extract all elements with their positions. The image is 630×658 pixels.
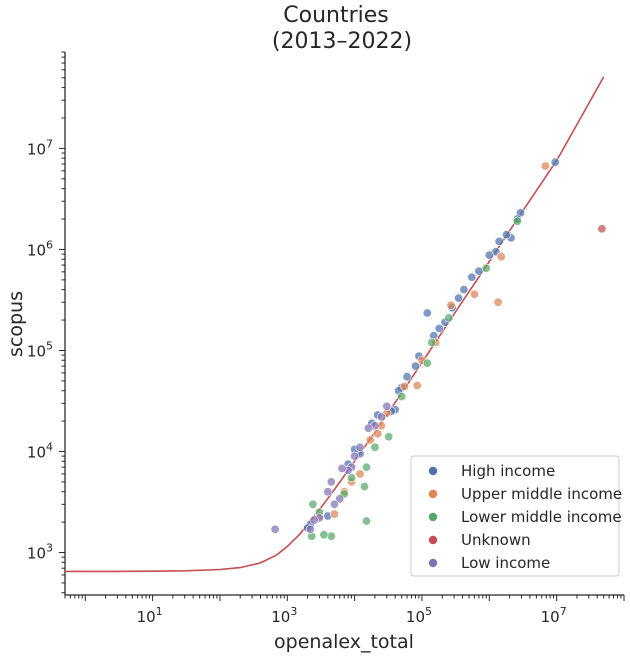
data-point — [382, 401, 392, 411]
legend-label: Unknown — [461, 531, 531, 549]
data-point — [323, 487, 333, 497]
data-point — [355, 442, 365, 452]
data-point — [397, 391, 407, 401]
x-tick-label: 103 — [271, 605, 297, 626]
data-point — [597, 224, 607, 234]
y-ticks: 103 104 105 106 107 — [27, 137, 53, 562]
data-point — [335, 494, 345, 504]
data-point — [399, 381, 409, 391]
data-point — [467, 272, 477, 282]
x-tick-label: 107 — [541, 605, 567, 626]
data-point — [540, 161, 550, 171]
legend-marker — [428, 512, 438, 522]
data-point — [410, 361, 420, 371]
data-point — [305, 524, 315, 534]
data-point — [454, 293, 464, 303]
data-point — [326, 477, 336, 487]
legend-marker — [428, 535, 438, 545]
data-point — [484, 250, 494, 260]
data-point — [326, 531, 336, 541]
y-tick-label: 104 — [27, 441, 53, 462]
data-point — [347, 473, 357, 483]
y-tick-label: 103 — [27, 542, 53, 563]
minor-ticks — [59, 51, 625, 601]
data-point — [270, 524, 280, 534]
data-point — [319, 530, 329, 540]
data-point — [361, 516, 371, 526]
data-point — [350, 451, 360, 461]
data-point — [376, 412, 386, 422]
data-point — [493, 297, 503, 307]
data-point — [359, 481, 369, 491]
data-point — [422, 308, 432, 318]
legend-label: High income — [461, 462, 555, 480]
data-point — [370, 442, 380, 452]
data-point — [427, 337, 437, 347]
data-point — [337, 463, 347, 473]
data-point — [355, 469, 365, 479]
chart-title-line-1: Countries — [283, 3, 389, 28]
legend-label: Upper middle income — [461, 485, 622, 503]
data-point — [459, 285, 469, 295]
x-ticks: 101 103 105 107 — [137, 605, 567, 626]
data-point — [434, 323, 444, 333]
x-axis-label: openalex_total — [274, 631, 414, 653]
data-point — [501, 230, 511, 240]
data-point — [422, 358, 432, 368]
data-point — [446, 300, 456, 310]
data-point — [363, 423, 373, 433]
x-tick-label: 101 — [137, 605, 163, 626]
legend-marker — [428, 466, 438, 476]
data-point — [481, 263, 491, 273]
plot-area — [65, 76, 607, 573]
legend-label: Lower middle income — [461, 508, 622, 526]
y-tick-label: 107 — [27, 137, 53, 158]
y-tick-label: 106 — [27, 238, 53, 259]
data-point — [412, 380, 422, 390]
data-point — [329, 509, 339, 519]
data-point — [496, 252, 506, 262]
y-tick-label: 105 — [27, 339, 53, 360]
legend-marker — [428, 489, 438, 499]
data-point — [550, 157, 560, 167]
scatter-points — [270, 157, 607, 541]
data-point — [494, 236, 504, 246]
y-axis-label: scopus — [5, 291, 27, 357]
x-tick-label: 105 — [406, 605, 432, 626]
data-point — [469, 289, 479, 299]
data-point — [444, 313, 454, 323]
legend: High income Upper middle income Lower midd… — [410, 455, 622, 577]
data-point — [384, 432, 394, 442]
legend-marker — [428, 558, 438, 568]
data-point — [402, 372, 412, 382]
data-point — [365, 435, 375, 445]
chart-title-line-2: (2013–2022) — [272, 29, 412, 54]
data-point — [361, 462, 371, 472]
data-point — [512, 216, 522, 226]
data-point — [373, 429, 383, 439]
data-point — [308, 499, 318, 509]
data-point — [309, 515, 319, 525]
legend-box — [410, 455, 620, 577]
data-point — [329, 499, 339, 509]
legend-label: Low income — [461, 554, 550, 572]
